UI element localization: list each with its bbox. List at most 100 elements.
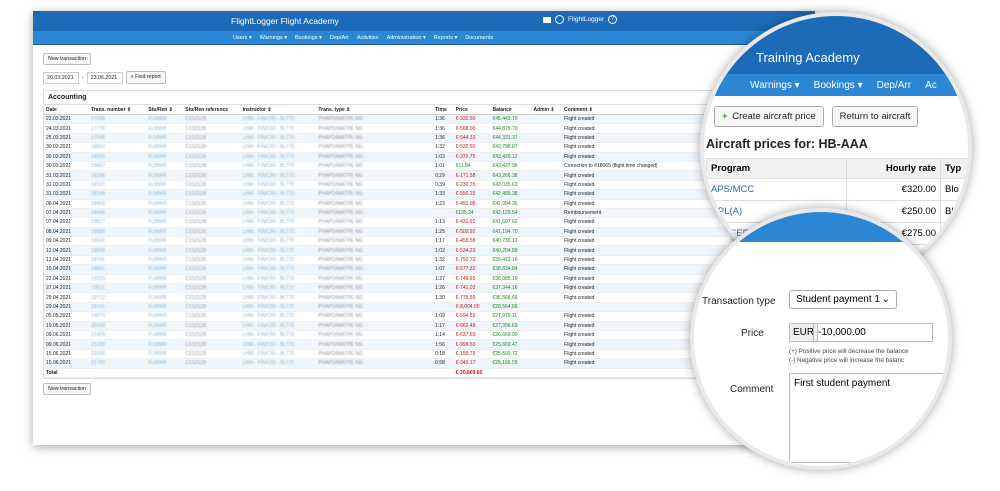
- mail-icon[interactable]: [543, 16, 551, 23]
- cell-admin: [531, 264, 563, 275]
- cell-time: 1:14: [433, 330, 454, 341]
- cell-trans-number: 19741: [89, 302, 147, 313]
- cell-reference-redacted: C1S2128: [183, 236, 241, 247]
- table-row[interactable]: 15.04.2021 18881 FLMWR C1S2128 LHM - FIN/CRI…: [44, 264, 804, 275]
- column-header[interactable]: Date: [44, 105, 90, 115]
- prices-column-header[interactable]: Typ: [940, 158, 968, 179]
- price-row[interactable]: APS/MCC €320.00 Blo: [706, 178, 968, 201]
- zoom-nav-item[interactable]: Dep/Arr: [876, 79, 912, 91]
- table-row[interactable]: 09.04.2021 18642 FLMWR C1S2128 LHM - FIN/CRI…: [44, 236, 804, 247]
- zoom-nav-item[interactable]: Warnings ▾: [750, 79, 800, 91]
- user-label[interactable]: FlightLogger: [568, 16, 605, 23]
- table-row[interactable]: 30.03.2021 18067 FLMWR C1S2128 LHM - FIN/CRI…: [44, 161, 804, 172]
- table-row[interactable]: 06.04.2021 18459 FLMWR C1S2128 LHM - FIN/CRI…: [44, 199, 804, 209]
- cell-instructor-redacted: LHM - FIN/CRI - BLT70: [240, 264, 317, 275]
- table-row[interactable]: 22.03.2021 17658 FLMWR C1S2128 LHM - FIN/CRI…: [44, 114, 804, 125]
- table-row[interactable]: 25.03.2021 17848 FLMWR C1S2128 LHM - FIN/CRI…: [44, 133, 804, 144]
- cell-instructor-redacted: LHM - FIN/CRI - BLT70: [240, 123, 317, 134]
- table-row[interactable]: 27.04.2021 19521 FLMWR C1S2128 LHM - FIN/CRI…: [44, 283, 804, 294]
- cell-reference-redacted: C1S2128: [183, 133, 241, 144]
- zoom-nav-item[interactable]: Ac: [925, 79, 937, 91]
- cell-date: 31.03.2021: [44, 170, 90, 181]
- table-row[interactable]: 31.03.2021 18149 FLMWR C1S2128 LHM - FIN/CRI…: [44, 189, 804, 200]
- table-row[interactable]: 22.04.2021 19223 FLMWR C1S2128 LHM - FIN/CRI…: [44, 274, 804, 285]
- price-input[interactable]: -10,000.00: [813, 323, 933, 342]
- column-header[interactable]: Admin ⇕: [531, 105, 563, 115]
- cell-trans-type-redacted: PHAPD/MATPE NG: [316, 330, 434, 341]
- nav-item[interactable]: Bookings ▾: [294, 34, 322, 41]
- cell-trans-number: 21429: [89, 330, 147, 341]
- table-row[interactable]: 24.03.2021 17776 FLMWR C1S2128 LHM - FIN/CRI…: [44, 123, 804, 134]
- cell-time: 1:56: [433, 339, 454, 350]
- cell-date: 30.03.2021: [44, 142, 90, 153]
- table-row[interactable]: 31.03.2021 18147 FLMWR C1S2128 LHM - FIN/CRI…: [44, 180, 804, 191]
- cell-admin: [531, 189, 563, 200]
- cell-comment: Flight created: [562, 189, 729, 200]
- cell-balance: €25,166.55: [490, 358, 532, 369]
- cell-trans-number: 18065: [89, 152, 147, 162]
- new-transaction-button-bottom[interactable]: New transaction: [43, 382, 91, 395]
- cell-reference-redacted: C1S2128: [183, 114, 241, 125]
- nav-item[interactable]: Activities: [356, 34, 379, 41]
- cell-date: 12.04.2021: [44, 245, 90, 256]
- nav-item[interactable]: Dep/Arr: [329, 34, 349, 41]
- table-row[interactable]: 07.04.2021 18517 FLMWR C1S2128 LHM - FIN/CRI…: [44, 217, 804, 228]
- table-row[interactable]: 31.03.2021 18146 FLMWR C1S2128 LHM - FIN/CRI…: [44, 170, 804, 181]
- cell-price: €-577.32: [453, 264, 491, 275]
- cell-trans-number: 19223: [89, 274, 147, 285]
- column-header[interactable]: Time: [433, 105, 454, 115]
- column-header[interactable]: Trans. number ⇕: [89, 105, 147, 115]
- user-menu[interactable]: FlightLogger ?: [543, 15, 618, 24]
- cell-price: €-534.23: [453, 245, 491, 256]
- table-row[interactable]: 13.04.2021 18786 FLMWR C1S2128 LHM - FIN/CRI…: [44, 255, 804, 266]
- program-link[interactable]: APS/MCC: [706, 178, 847, 201]
- cell-price: €-594.55: [453, 311, 491, 322]
- table-row[interactable]: 09.06.2021 21429 FLMWR C1S2128 LHM - FIN/CRI…: [44, 330, 804, 341]
- table-row[interactable]: 15.06.2021 21700 FLMWR C1S2128 LHM - FIN/CRI…: [44, 358, 804, 369]
- column-header[interactable]: Balance: [490, 105, 532, 115]
- currency-addon: EUR: [789, 323, 819, 342]
- return-to-aircraft-button[interactable]: Return to aircraft: [831, 106, 919, 127]
- find-report-button[interactable]: ⌕ Find report: [125, 71, 166, 84]
- avatar-icon[interactable]: [555, 15, 564, 24]
- table-row[interactable]: 07.04.2021 18496 FLMWR C1S2128 LHM - FIN/CRI…: [44, 208, 804, 219]
- cell-instructor-redacted: LHM - FIN/CRI - BLT70: [240, 349, 317, 360]
- table-row[interactable]: 29.04.2021 19712 FLMWR C1S2128 LHM - FIN/CRI…: [44, 292, 804, 303]
- table-row[interactable]: 29.04.2021 19741 FLMWR C1S2128 LHM - FIN/CRI…: [44, 302, 804, 313]
- date-to-input[interactable]: 23.06.2021: [86, 71, 123, 84]
- cell-time: 1:36: [433, 133, 454, 144]
- nav-item[interactable]: Documents: [465, 34, 494, 41]
- nav-item[interactable]: Administration ▾: [386, 34, 426, 41]
- cell-trans-type-redacted: PHAPD/MATPE NG: [316, 208, 434, 219]
- table-row[interactable]: 08.04.2021 18580 FLMWR C1S2128 LHM - FIN/CRI…: [44, 227, 804, 238]
- nav-item[interactable]: Reports ▾: [433, 34, 458, 41]
- cell-balance: €43,437.96: [490, 161, 532, 172]
- column-header[interactable]: Instructor ⇕: [240, 105, 317, 115]
- help-icon[interactable]: ?: [608, 15, 618, 24]
- cell-date: 27.04.2021: [44, 283, 90, 294]
- cell-date: 22.04.2021: [44, 274, 90, 285]
- create-aircraft-price-button[interactable]: + Create aircraft price: [714, 106, 824, 127]
- column-header[interactable]: Price: [453, 105, 491, 115]
- prices-column-header[interactable]: Program: [706, 158, 847, 179]
- nav-item[interactable]: Users ▾: [233, 34, 252, 41]
- table-row[interactable]: 30.03.2021 18063 FLMWR C1S2128 LHM - FIN/CRI…: [44, 142, 804, 153]
- column-header[interactable]: Trans. type ⇕: [316, 105, 434, 115]
- comment-textarea[interactable]: First student payment: [789, 373, 948, 463]
- plus-icon: +: [722, 111, 728, 122]
- column-header[interactable]: Stu/Ren reference: [183, 105, 241, 115]
- zoom-nav-item[interactable]: Bookings ▾: [813, 79, 863, 91]
- cell-stu-ren-redacted: FLMWR: [146, 349, 184, 360]
- table-row[interactable]: 12.04.2021 18698 FLMWR C1S2128 LHM - FIN/CRI…: [44, 245, 804, 256]
- column-header[interactable]: Comment ⇕: [562, 105, 729, 115]
- transaction-type-select[interactable]: Student payment 1 ⌄: [789, 290, 897, 309]
- table-row[interactable]: 30.03.2021 18065 FLMWR C1S2128 LHM - FIN/CRI…: [44, 152, 804, 162]
- total-label: Total: [44, 367, 90, 378]
- cell-trans-number: 19970: [89, 311, 147, 322]
- new-transaction-button[interactable]: New transaction: [43, 53, 91, 65]
- prices-column-header[interactable]: Hourly rate: [846, 158, 941, 179]
- column-header[interactable]: Stu/Ren ⇕: [146, 105, 184, 115]
- table-row[interactable]: 05.05.2021 19970 FLMWR C1S2128 LHM - FIN/CRI…: [44, 311, 804, 322]
- date-from-input[interactable]: 20.03.2021: [43, 71, 79, 84]
- nav-item[interactable]: Warnings ▾: [259, 34, 287, 41]
